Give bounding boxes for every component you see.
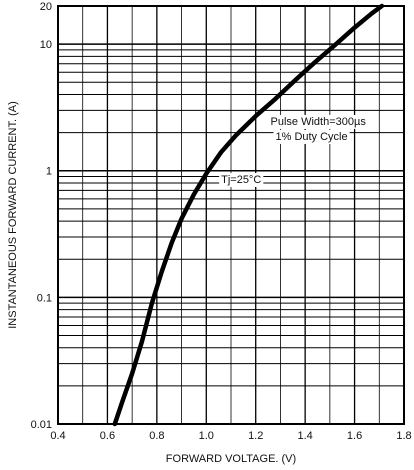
- annotation-text: Tj=25°C: [221, 174, 261, 186]
- y-tick-label: 20: [40, 1, 52, 13]
- y-axis-label: INSTANTANEOUS FORWARD CURRENT. (A): [7, 101, 19, 329]
- x-axis-label: FORWARD VOLTAGE. (V): [166, 453, 296, 465]
- series-line: [112, 3, 385, 427]
- annotation: Pulse Width=300µs: [268, 114, 369, 129]
- y-tick-label: 0.01: [31, 419, 52, 431]
- series-group: [112, 3, 385, 427]
- x-tick-labels: 0.4 0.6 0.8 1.0 1.2 1.4 1.6 1.8: [50, 430, 411, 442]
- annotation-background: [219, 173, 264, 188]
- x-tick-label: 1.0: [199, 430, 214, 442]
- x-tick-label: 0.6: [100, 430, 115, 442]
- annotation-background: [268, 114, 369, 129]
- plot-frame: [57, 5, 405, 425]
- x-tick-label: 1.2: [248, 430, 263, 442]
- y-tick-labels: 0.01 0.1 1 10 20: [31, 1, 52, 431]
- x-tick-label: 1.8: [396, 430, 411, 442]
- y-tick-label: 0.1: [37, 292, 52, 304]
- annotations: Pulse Width=300µs 1% Duty Cycle Tj=25°C: [219, 114, 369, 188]
- annotation-text: Pulse Width=300µs: [271, 116, 367, 128]
- y-tick-label: 1: [46, 166, 52, 178]
- annotation: Tj=25°C: [219, 173, 264, 188]
- annotation-text: 1% Duty Cycle: [275, 131, 347, 143]
- x-tick-label: 1.6: [347, 430, 362, 442]
- y-tick-label: 10: [40, 39, 52, 51]
- x-tick-label: 0.8: [149, 430, 164, 442]
- x-tick-label: 1.4: [297, 430, 312, 442]
- x-tick-label: 0.4: [50, 430, 65, 442]
- annotation: 1% Duty Cycle: [273, 129, 350, 144]
- annotation-background: [273, 129, 350, 144]
- grid: [58, 6, 404, 424]
